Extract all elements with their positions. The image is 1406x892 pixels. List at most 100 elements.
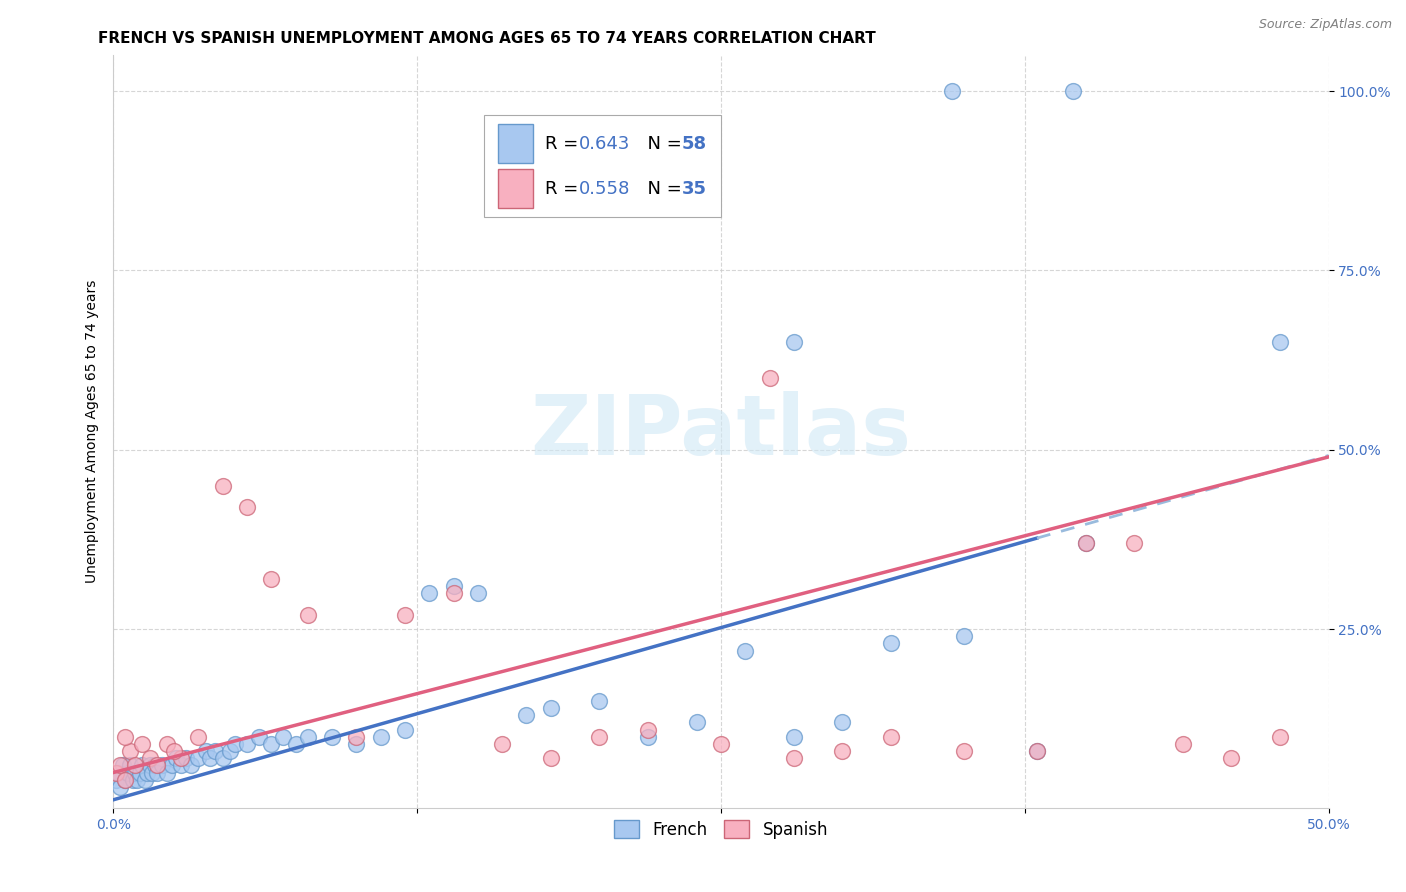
Point <box>1062 84 1084 98</box>
Point <box>783 751 806 765</box>
Point <box>156 765 179 780</box>
Point <box>710 737 733 751</box>
Point <box>1123 536 1146 550</box>
Point <box>129 765 152 780</box>
Point <box>297 730 319 744</box>
Point <box>156 737 179 751</box>
Point <box>321 730 343 744</box>
Point <box>515 708 537 723</box>
Point <box>1074 536 1097 550</box>
Text: FRENCH VS SPANISH UNEMPLOYMENT AMONG AGES 65 TO 74 YEARS CORRELATION CHART: FRENCH VS SPANISH UNEMPLOYMENT AMONG AGE… <box>98 31 876 46</box>
Point <box>127 772 149 787</box>
Point <box>174 751 197 765</box>
Point <box>1268 730 1291 744</box>
Point <box>134 772 156 787</box>
Point <box>224 737 246 751</box>
Point <box>211 478 233 492</box>
Point <box>170 751 193 765</box>
Point <box>344 737 367 751</box>
Text: N =: N = <box>636 179 688 198</box>
Point <box>104 765 127 780</box>
Point <box>260 572 283 586</box>
Point <box>124 765 146 780</box>
Point <box>111 758 134 772</box>
Point <box>370 730 392 744</box>
Point <box>187 730 209 744</box>
Point <box>110 758 132 772</box>
Point <box>138 751 160 765</box>
Point <box>1074 536 1097 550</box>
Point <box>146 765 169 780</box>
Point <box>104 772 127 787</box>
Text: 0.643: 0.643 <box>579 135 630 153</box>
Point <box>236 500 259 515</box>
Point <box>110 780 132 794</box>
Point <box>540 701 562 715</box>
Point <box>540 751 562 765</box>
Point <box>114 772 136 787</box>
Point <box>953 629 976 643</box>
Point <box>588 694 610 708</box>
Point <box>120 758 142 772</box>
Point <box>163 744 186 758</box>
Point <box>143 758 166 772</box>
Point <box>120 744 142 758</box>
Point <box>117 765 139 780</box>
Point <box>204 744 226 758</box>
FancyBboxPatch shape <box>484 115 721 217</box>
Point <box>273 730 295 744</box>
Point <box>107 765 129 780</box>
Text: 58: 58 <box>682 135 707 153</box>
Point <box>260 737 283 751</box>
Point <box>637 723 659 737</box>
Point <box>200 751 222 765</box>
Text: Source: ZipAtlas.com: Source: ZipAtlas.com <box>1258 18 1392 31</box>
Point <box>1268 335 1291 350</box>
Point <box>284 737 307 751</box>
Point <box>131 758 153 772</box>
Point <box>1171 737 1194 751</box>
Point <box>637 730 659 744</box>
Point <box>160 758 183 772</box>
Point <box>138 758 160 772</box>
Point <box>344 730 367 744</box>
Point <box>588 730 610 744</box>
Point <box>1220 751 1243 765</box>
Legend: French, Spanish: French, Spanish <box>607 814 835 846</box>
Point <box>146 758 169 772</box>
Point <box>121 772 143 787</box>
Point <box>218 744 240 758</box>
Text: ZIPatlas: ZIPatlas <box>530 392 911 472</box>
Point <box>136 765 159 780</box>
Point <box>783 335 806 350</box>
Point <box>211 751 233 765</box>
Point <box>170 758 193 772</box>
Point <box>114 730 136 744</box>
Point <box>880 730 903 744</box>
Point <box>394 723 416 737</box>
Point <box>1026 744 1049 758</box>
Point <box>491 737 513 751</box>
Text: N =: N = <box>636 135 688 153</box>
Point <box>831 744 853 758</box>
Point <box>236 737 259 751</box>
Point <box>953 744 976 758</box>
Point <box>247 730 270 744</box>
Point <box>443 586 465 600</box>
Point <box>124 758 146 772</box>
Point <box>1026 744 1049 758</box>
FancyBboxPatch shape <box>499 169 533 208</box>
Point <box>418 586 440 600</box>
Point <box>187 751 209 765</box>
Point <box>131 737 153 751</box>
Point <box>114 772 136 787</box>
Text: R =: R = <box>544 179 583 198</box>
Point <box>394 607 416 622</box>
Point <box>734 643 756 657</box>
Point <box>297 607 319 622</box>
Point <box>880 636 903 650</box>
Point <box>150 758 173 772</box>
Point <box>685 715 707 730</box>
FancyBboxPatch shape <box>499 124 533 163</box>
Point <box>758 371 780 385</box>
